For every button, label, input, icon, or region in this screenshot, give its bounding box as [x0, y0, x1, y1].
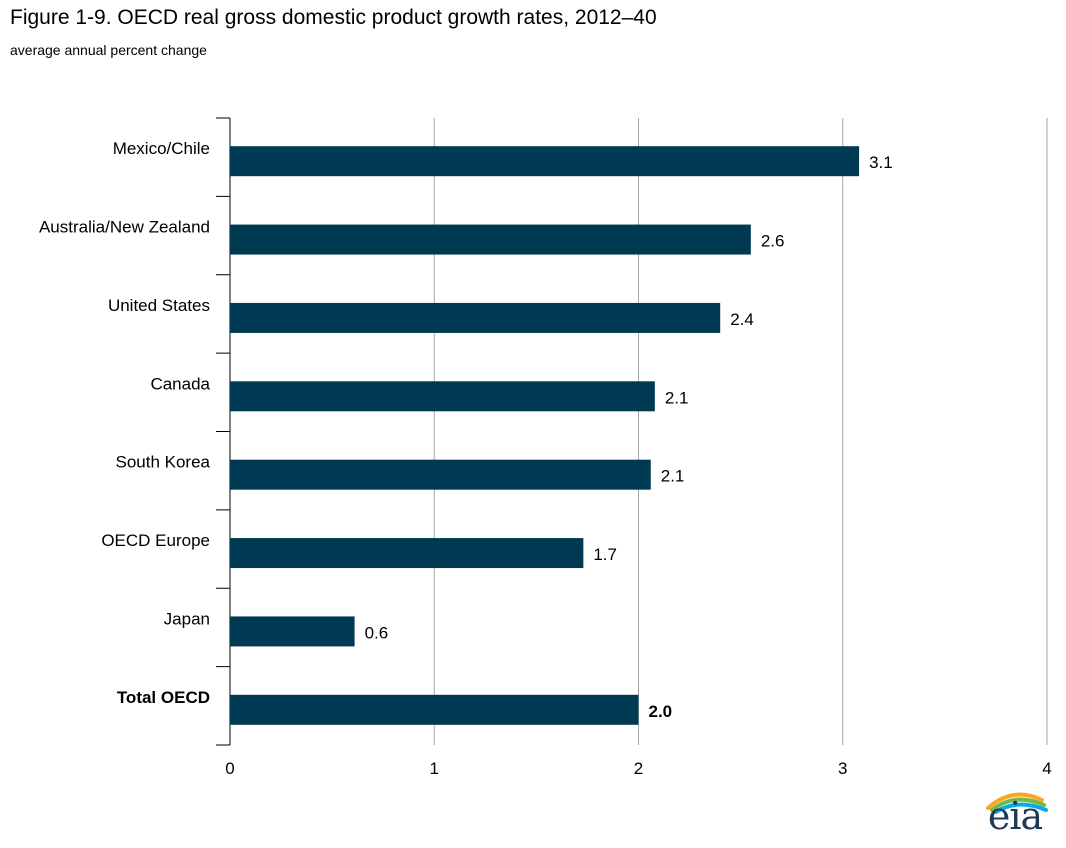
- category-label: South Korea: [115, 453, 210, 472]
- x-tick-label: 1: [430, 759, 439, 778]
- value-label: 1.7: [593, 545, 617, 564]
- category-label: OECD Europe: [101, 531, 210, 550]
- chart-subtitle: average annual percent change: [10, 42, 207, 58]
- bar: [230, 616, 355, 647]
- value-label: 2.6: [761, 232, 785, 251]
- eia-logo-text: eia: [987, 794, 1043, 838]
- bar: [230, 459, 651, 490]
- category-label: Total OECD: [117, 688, 210, 707]
- bar: [230, 694, 639, 725]
- value-label: 2.4: [730, 310, 754, 329]
- value-label: 2.1: [665, 388, 689, 407]
- category-label: Canada: [150, 374, 210, 393]
- value-label: 2.1: [661, 467, 685, 486]
- bar: [230, 302, 721, 333]
- value-label: 0.6: [365, 623, 389, 642]
- eia-logo-swoosh-icon: [986, 792, 1048, 814]
- x-tick-label: 0: [225, 759, 234, 778]
- eia-logo: eia: [978, 786, 1052, 842]
- x-tick-label: 3: [838, 759, 847, 778]
- value-label: 2.0: [649, 702, 673, 721]
- category-label: United States: [108, 296, 210, 315]
- category-label: Australia/New Zealand: [39, 218, 210, 237]
- chart-title: Figure 1-9. OECD real gross domestic pro…: [10, 6, 657, 29]
- bar: [230, 146, 860, 177]
- value-label: 3.1: [869, 153, 893, 172]
- category-label: Mexico/Chile: [113, 139, 210, 158]
- bar: [230, 538, 584, 569]
- category-label: Japan: [164, 609, 210, 628]
- x-tick-label: 4: [1042, 759, 1051, 778]
- bar: [230, 381, 655, 412]
- bar: [230, 224, 751, 255]
- x-tick-label: 2: [634, 759, 643, 778]
